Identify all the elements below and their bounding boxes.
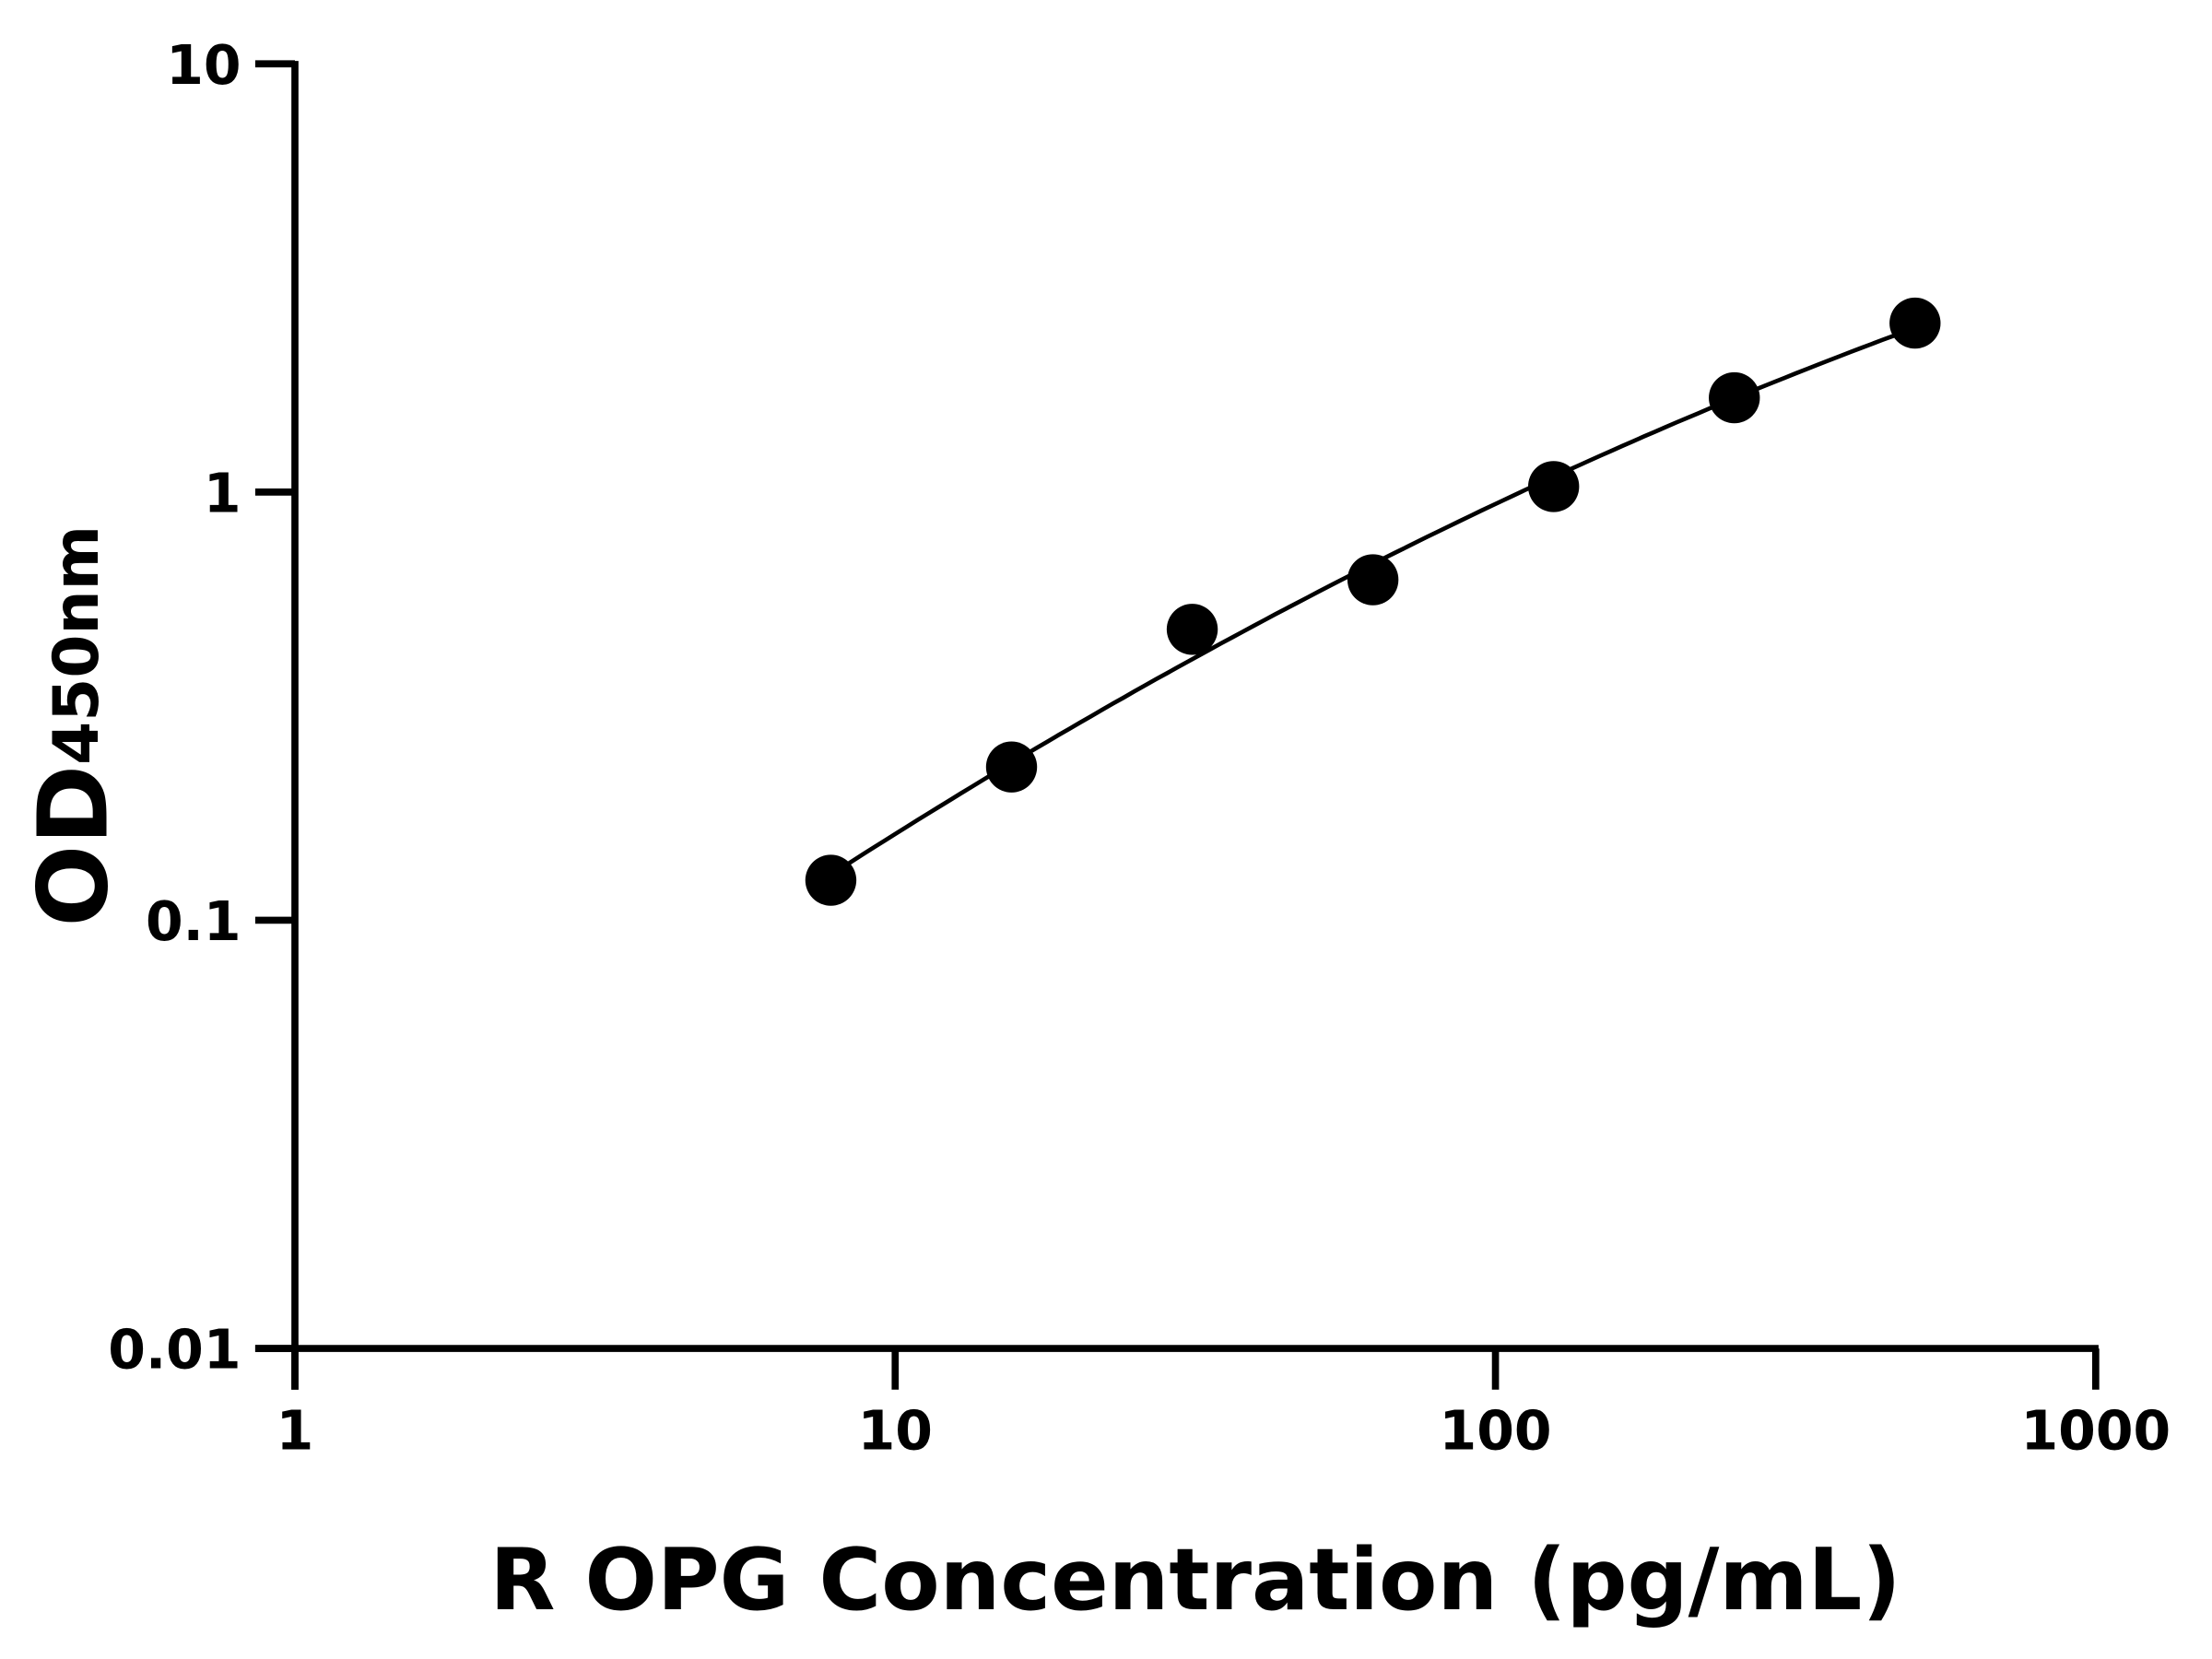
y-tick-label: 10	[166, 34, 241, 97]
y-axis-label-subscript: 450nm	[40, 525, 112, 765]
data-point	[1889, 297, 1941, 349]
data-point	[805, 854, 857, 906]
y-axis-label-main: OD	[17, 765, 129, 927]
data-point	[1527, 461, 1580, 512]
y-axis-label: OD450nm	[17, 525, 129, 927]
svg-text:OD450nm: OD450nm	[17, 525, 129, 927]
x-axis-label: R OPG Concentration (pg/mL)	[489, 1530, 1900, 1630]
data-point	[985, 741, 1038, 793]
y-tick-label: 0.1	[146, 890, 241, 953]
x-tick-label: 1	[276, 1399, 314, 1462]
data-point	[1347, 554, 1399, 606]
y-tick-label: 0.01	[108, 1319, 241, 1382]
x-tick-label: 100	[1440, 1399, 1552, 1462]
x-tick-label: 10	[858, 1399, 933, 1462]
y-tick-label: 1	[204, 462, 241, 524]
axes	[254, 61, 2099, 1390]
data-point	[1166, 604, 1218, 655]
data-point	[1709, 371, 1760, 424]
x-tick-label: 1000	[2021, 1399, 2171, 1462]
